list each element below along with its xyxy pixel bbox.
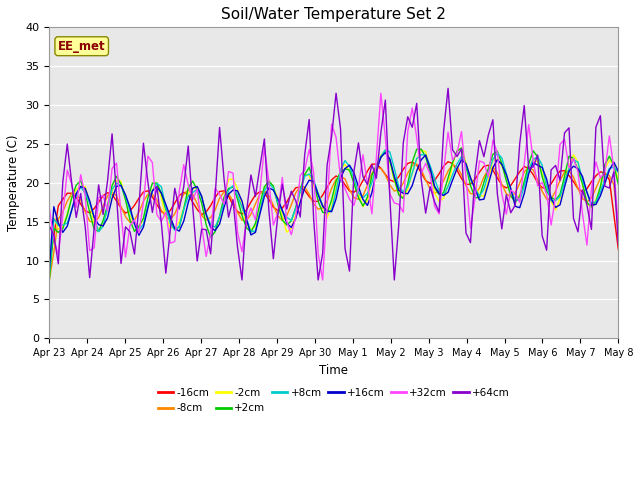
+8cm — [278, 208, 286, 214]
-16cm — [256, 189, 264, 194]
+8cm — [381, 147, 389, 153]
+32cm — [346, 196, 353, 202]
+64cm — [346, 268, 353, 274]
+64cm — [184, 143, 192, 149]
+2cm — [278, 217, 286, 223]
-2cm — [278, 214, 286, 219]
+16cm — [45, 266, 53, 272]
-2cm — [341, 161, 349, 167]
-8cm — [278, 217, 286, 223]
Line: -16cm: -16cm — [49, 162, 618, 265]
+8cm — [184, 193, 192, 199]
+16cm — [592, 202, 600, 207]
-8cm — [538, 189, 546, 194]
Line: +16cm: +16cm — [49, 153, 618, 269]
X-axis label: Time: Time — [319, 363, 348, 376]
+2cm — [592, 199, 600, 204]
+8cm — [256, 209, 264, 215]
Line: +64cm: +64cm — [49, 88, 618, 280]
-2cm — [458, 145, 465, 151]
-8cm — [614, 225, 622, 230]
+64cm — [543, 247, 550, 253]
+32cm — [184, 182, 192, 188]
-8cm — [184, 187, 192, 193]
+2cm — [458, 145, 465, 151]
+2cm — [341, 166, 349, 172]
+32cm — [377, 90, 385, 96]
+2cm — [45, 277, 53, 283]
-16cm — [45, 262, 53, 268]
+32cm — [319, 277, 326, 283]
-2cm — [614, 177, 622, 182]
-16cm — [341, 182, 349, 188]
+8cm — [45, 271, 53, 276]
+64cm — [283, 206, 291, 212]
+32cm — [543, 191, 550, 197]
+2cm — [184, 185, 192, 191]
-8cm — [413, 161, 420, 167]
Legend: -16cm, -8cm, -2cm, +2cm, +8cm, +16cm, +32cm, +64cm: -16cm, -8cm, -2cm, +2cm, +8cm, +16cm, +3… — [154, 384, 514, 418]
+64cm — [614, 241, 622, 247]
+64cm — [596, 113, 604, 119]
-2cm — [256, 207, 264, 213]
+16cm — [256, 211, 264, 217]
+32cm — [614, 223, 622, 229]
-16cm — [614, 246, 622, 252]
-16cm — [278, 205, 286, 211]
+64cm — [45, 223, 53, 229]
+8cm — [592, 199, 600, 205]
Y-axis label: Temperature (C): Temperature (C) — [7, 134, 20, 231]
-16cm — [538, 185, 546, 191]
+64cm — [238, 277, 246, 283]
-8cm — [45, 277, 53, 283]
-16cm — [592, 173, 600, 179]
Line: -8cm: -8cm — [49, 164, 618, 280]
-2cm — [45, 270, 53, 276]
Text: EE_met: EE_met — [58, 40, 106, 53]
+32cm — [45, 205, 53, 211]
+16cm — [614, 168, 622, 174]
+16cm — [184, 200, 192, 205]
-2cm — [538, 169, 546, 175]
+32cm — [256, 189, 264, 194]
+16cm — [341, 166, 349, 171]
+16cm — [278, 207, 286, 213]
-2cm — [592, 197, 600, 203]
-2cm — [184, 191, 192, 196]
+32cm — [596, 175, 604, 181]
-8cm — [592, 185, 600, 191]
+64cm — [444, 85, 452, 91]
+8cm — [341, 158, 349, 164]
+2cm — [538, 174, 546, 180]
+2cm — [614, 181, 622, 187]
+64cm — [260, 136, 268, 142]
+16cm — [538, 165, 546, 170]
+8cm — [538, 162, 546, 168]
Line: +2cm: +2cm — [49, 148, 618, 280]
-8cm — [256, 191, 264, 197]
+32cm — [278, 175, 286, 180]
-16cm — [444, 159, 452, 165]
+2cm — [256, 201, 264, 207]
-8cm — [341, 176, 349, 182]
+16cm — [381, 150, 389, 156]
Line: -2cm: -2cm — [49, 148, 618, 273]
Line: +8cm: +8cm — [49, 150, 618, 274]
+8cm — [614, 169, 622, 175]
Line: +32cm: +32cm — [49, 93, 618, 280]
-16cm — [184, 192, 192, 198]
Title: Soil/Water Temperature Set 2: Soil/Water Temperature Set 2 — [221, 7, 446, 22]
